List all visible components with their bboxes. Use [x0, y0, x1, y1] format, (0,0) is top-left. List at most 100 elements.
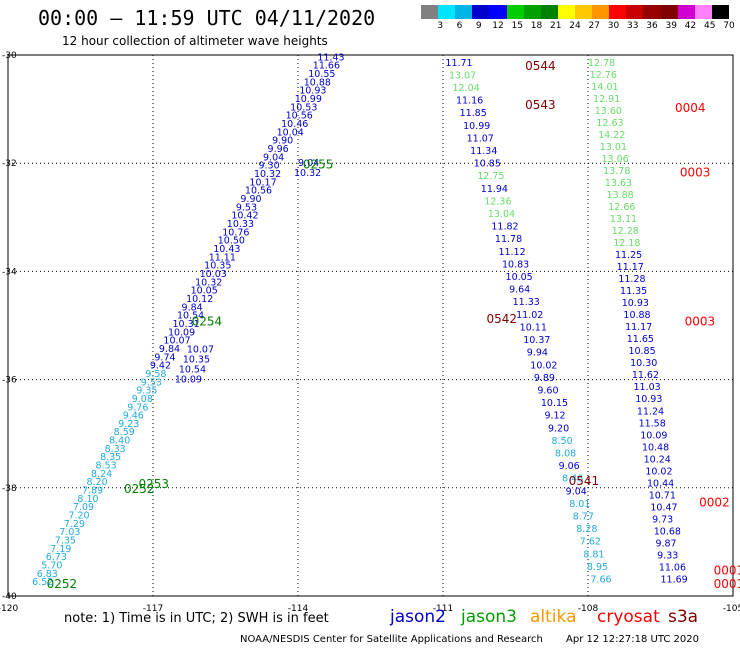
swh-value: 10.05 [506, 272, 533, 283]
swh-value: 10.17 [249, 177, 276, 188]
swh-value: 10.07 [163, 336, 190, 347]
generated-timestamp: Apr 12 12:27:18 UTC 2020 [566, 634, 699, 645]
swh-value: 12.78 [588, 58, 615, 69]
swh-value: 10.02 [645, 466, 672, 477]
swh-value: 11.62 [632, 370, 659, 381]
swh-value: 13.78 [603, 166, 630, 177]
credit-line: NOAA/NESDIS Center for Satellite Applica… [240, 634, 699, 645]
swh-value: 8.35 [100, 452, 121, 463]
swh-value: 10.93 [635, 394, 662, 405]
swh-value: 9.94 [527, 348, 548, 359]
lat-tick-label: -34 [2, 267, 17, 277]
swh-value: 9.08 [132, 394, 153, 405]
swh-value: 10.83 [502, 259, 529, 270]
scale-label: 15 [511, 21, 523, 31]
scale-swatch [472, 5, 490, 19]
swh-value: 11.34 [470, 146, 497, 157]
scale-swatch [523, 5, 541, 19]
swh-value: 9.87 [655, 538, 676, 549]
swh-value: 9.90 [272, 136, 293, 147]
scale-swatch [574, 5, 593, 19]
map-frame [7, 54, 734, 597]
swh-value: 9.23 [118, 419, 139, 430]
swh-value: 8.01 [569, 499, 590, 510]
swh-value: 9.04 [298, 158, 319, 169]
lat-tick-label: -30 [2, 51, 17, 61]
swh-value: 11.69 [661, 574, 688, 585]
swh-value: 10.99 [295, 94, 322, 105]
satellite-legend-jason2: jason2 [390, 607, 446, 627]
swh-value: 11.78 [495, 234, 522, 245]
swh-value: 9.12 [544, 411, 565, 422]
swh-value: 11.24 [637, 406, 664, 417]
pass-time-label: 0001 [714, 577, 740, 591]
scale-swatch [421, 5, 439, 19]
lon-tick-label: -114 [288, 604, 309, 614]
map-subtitle: 12 hour collection of altimeter wave hei… [62, 34, 328, 48]
scale-label: 39 [665, 21, 677, 31]
swh-value: 10.99 [463, 121, 490, 132]
swh-value: 12.28 [612, 226, 639, 237]
swh-value: 9.60 [537, 385, 558, 396]
lon-tick-label: -117 [143, 604, 163, 614]
satellite-legend-cryosat: cryosat [597, 607, 660, 627]
scale-swatch [609, 5, 627, 19]
swh-value: 10.09 [168, 327, 195, 338]
swh-value: 7.35 [55, 536, 76, 547]
swh-value: 9.42 [150, 361, 171, 372]
swh-value: 11.11 [209, 252, 236, 263]
swh-value: 12.75 [477, 171, 504, 182]
swh-value: 10.54 [177, 311, 204, 322]
swh-value: 7.66 [590, 574, 611, 585]
swh-value: 11.58 [639, 418, 666, 429]
lon-tick-label: -105 [723, 604, 740, 614]
swh-value: 9.30 [258, 161, 279, 172]
swh-value: 12.63 [596, 118, 623, 129]
swh-value: 9.89 [534, 373, 555, 384]
scale-swatch [677, 5, 695, 19]
swh-value: 11.03 [634, 382, 661, 393]
swh-value: 10.48 [642, 442, 669, 453]
swh-value: 11.02 [516, 310, 543, 321]
lat-tick-label: -32 [2, 159, 17, 169]
lat-tick-label: -36 [2, 376, 17, 386]
scale-swatch [455, 5, 473, 19]
swh-value: 10.05 [191, 286, 218, 297]
satellite-legend-jason3: jason3 [461, 607, 517, 627]
swh-value: 10.85 [628, 346, 655, 357]
swh-value: 10.24 [644, 454, 671, 465]
swh-value: 9.76 [127, 402, 148, 413]
pass-time-label: 0541 [569, 474, 600, 488]
scale-label: 18 [530, 21, 543, 31]
swh-value: 8.20 [86, 477, 107, 488]
map-title: 00:00 – 11:59 UTC 04/11/2020 [38, 6, 376, 30]
swh-value: 12.04 [452, 83, 479, 94]
swh-value: 10.71 [649, 490, 676, 501]
scale-label: 30 [607, 21, 620, 31]
swh-value: 9.74 [154, 352, 175, 363]
swh-value: 7.20 [68, 511, 89, 522]
pass-time-label: 0255 [303, 158, 334, 172]
swh-value: 10.88 [304, 77, 331, 88]
swh-value: 11.85 [460, 108, 487, 119]
swh-value: 9.73 [652, 514, 673, 525]
swh-value: 13.60 [595, 106, 622, 117]
swh-value: 10.93 [299, 86, 326, 97]
swh-value: 9.04 [566, 486, 587, 497]
swh-value: 9.20 [548, 423, 569, 434]
swh-value: 10.07 [187, 345, 214, 356]
swh-value: 11.28 [618, 274, 645, 285]
swh-value: 8.40 [109, 436, 130, 447]
lon-tick-label: -120 [0, 604, 18, 614]
swh-value: 12.18 [613, 238, 640, 249]
swh-value: 12.91 [593, 94, 620, 105]
pass-time-label: 0253 [139, 477, 170, 491]
lon-tick-label: -108 [578, 604, 599, 614]
swh-value: 8.50 [552, 436, 573, 447]
scale-swatch [711, 5, 729, 19]
scale-swatch [506, 5, 524, 19]
swh-value: 6.73 [46, 552, 67, 563]
